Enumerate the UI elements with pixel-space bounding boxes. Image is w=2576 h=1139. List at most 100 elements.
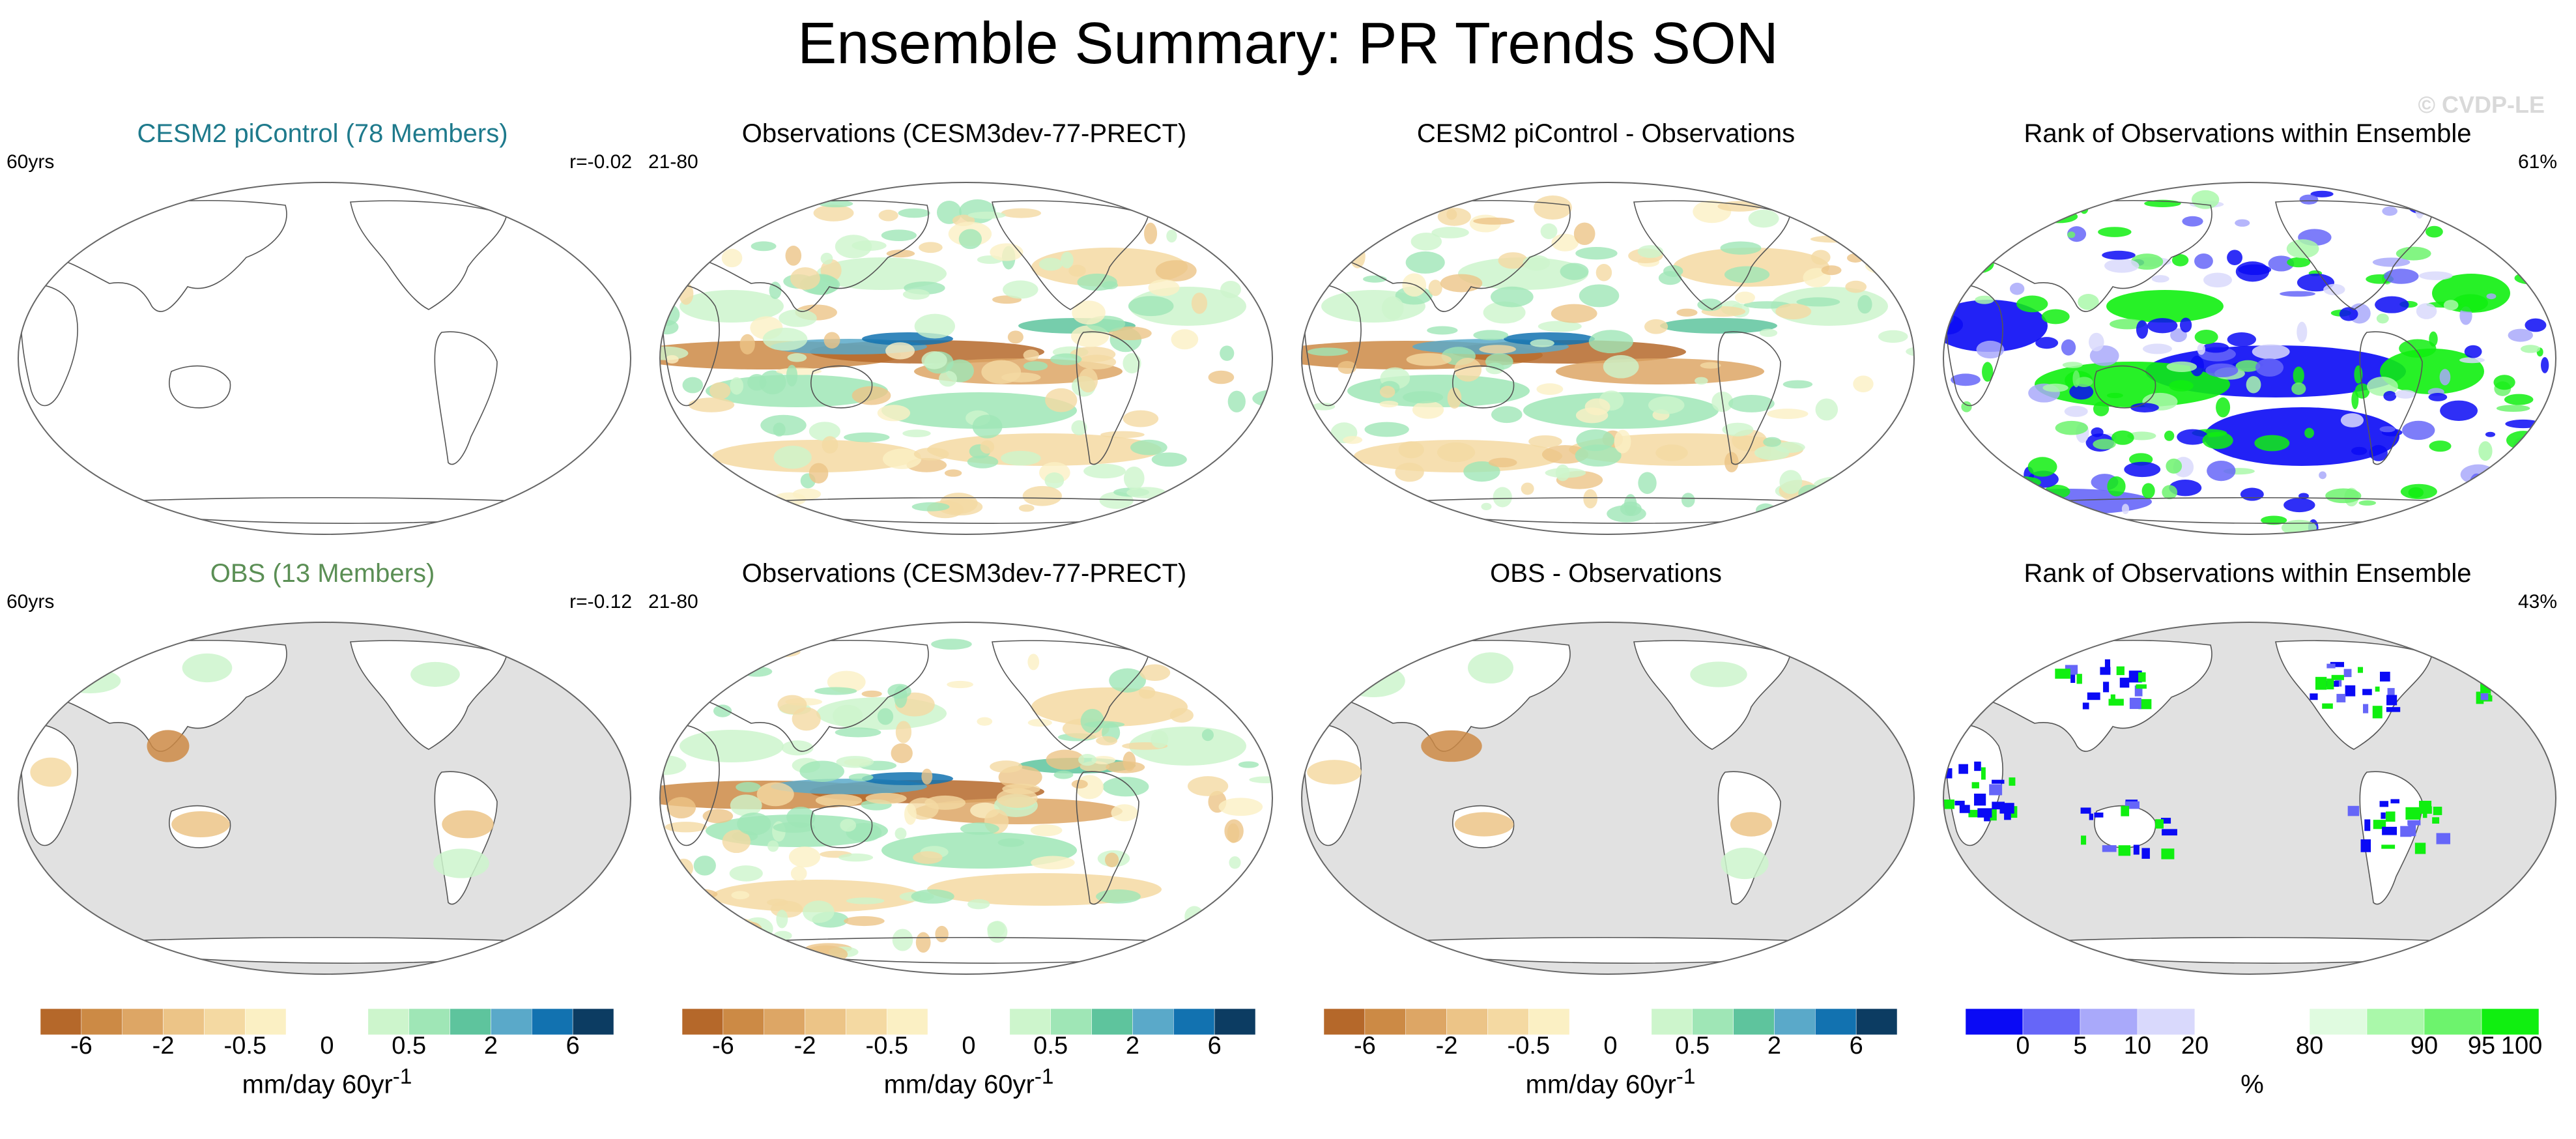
precip-trend-region: [1023, 349, 1039, 361]
colorbar-swatch: [2194, 1009, 2253, 1035]
rank-region: [2141, 483, 2155, 499]
precip-trend-region: [835, 727, 881, 738]
africa-continent: [1945, 284, 2003, 407]
south-america-continent: [1717, 331, 1781, 465]
precip-trend-region: [1027, 719, 1052, 727]
precip-trend-region: [1437, 442, 1476, 463]
rank-land-cell: [2390, 799, 2399, 803]
rank-land-cell: [2161, 848, 2175, 859]
precip-trend-region: [1220, 345, 1235, 361]
rank-region: [1971, 234, 1990, 250]
precip-trend-region: [721, 248, 743, 268]
rank-region: [2382, 206, 2397, 216]
australia-continent: [810, 805, 873, 848]
globe-border: [1943, 182, 2556, 535]
rank-region: [2227, 332, 2257, 347]
rank-land-cell: [2488, 668, 2495, 681]
map-svg: [1301, 182, 1915, 535]
europe-continent: [563, 218, 629, 253]
precip-trend-region: [773, 422, 786, 437]
rank-land-cell: [2538, 656, 2553, 665]
rank-land-cell: [2100, 667, 2111, 675]
colorbar-swatch: [1855, 1009, 1897, 1035]
rank-land-cell: [2360, 839, 2371, 852]
precip-trend-region: [844, 432, 890, 442]
precip-trend-region: [1151, 730, 1169, 749]
land-trend-region: [30, 757, 72, 787]
precip-trend-region: [1072, 300, 1106, 325]
rank-region: [2325, 488, 2362, 504]
rank-land-cell: [2405, 807, 2421, 820]
colorbar-tick-label: -0.5: [223, 1032, 267, 1060]
precip-trend-region: [1493, 487, 1512, 508]
precip-trend-region: [852, 240, 887, 251]
rank-land-cell: [2081, 835, 2087, 845]
antarctica-continent: [1988, 936, 2511, 964]
rank-land-cell: [2480, 693, 2489, 700]
precip-trend-region: [1123, 353, 1141, 374]
greenland-continent: [1803, 641, 1837, 668]
colorbar-tick-label: 10: [2123, 1032, 2152, 1060]
rank-region: [2035, 198, 2068, 219]
precip-trend-region: [1880, 447, 1914, 455]
precip-trend-region: [844, 916, 885, 927]
rank-land-cell: [2336, 693, 2346, 702]
precip-trend-region: [1767, 409, 1809, 419]
colorbar-swatch: [2309, 1009, 2368, 1035]
precip-trend-region: [1108, 326, 1152, 341]
rank-land-cell: [2407, 820, 2421, 826]
rank-region: [2013, 513, 2029, 531]
rank-region: [2395, 390, 2416, 399]
units-base: mm/day 60yr: [883, 1070, 1035, 1099]
rank-region: [1951, 373, 1981, 386]
precip-trend-region: [967, 455, 999, 469]
precip-trend-region: [1053, 770, 1074, 779]
precip-trend-region: [865, 792, 907, 804]
precip-trend-region: [892, 929, 913, 951]
rank-region: [1943, 224, 1966, 235]
precip-trend-region: [1447, 387, 1462, 409]
precip-trend-region: [1363, 275, 1387, 283]
precip-trend-region: [730, 377, 744, 395]
precip-trend-region: [660, 688, 674, 704]
colorbar-swatch: [204, 1009, 246, 1035]
rank-region: [2426, 225, 2443, 238]
rank-land-cell: [2102, 845, 2117, 852]
precip-trend-region: [1308, 347, 1349, 356]
south-america-continent: [2359, 331, 2423, 465]
precip-trend-region: [1220, 280, 1241, 298]
rank-region: [2016, 295, 2048, 313]
rank-land-cell: [2545, 685, 2551, 693]
map-field: [1943, 622, 2556, 974]
north-america-continent: [992, 640, 1149, 750]
north-america-continent: [992, 200, 1149, 310]
rank-region: [2493, 375, 2515, 390]
precip-trend-region: [706, 634, 736, 652]
rank-land-cell: [2478, 674, 2493, 680]
rank-region: [2106, 290, 2224, 323]
rank-region: [2399, 339, 2437, 358]
precip-trend-region: [1412, 401, 1444, 419]
rank-region: [2439, 369, 2451, 386]
precip-trend-region: [1481, 502, 1492, 510]
precip-trend-region: [1321, 485, 1360, 504]
precip-trend-region: [756, 932, 772, 950]
precip-trend-region: [751, 241, 777, 252]
precip-trend-region: [1681, 493, 1695, 508]
south-america-continent: [2359, 771, 2423, 905]
precip-trend-region: [1166, 229, 1177, 243]
rank-region: [2351, 390, 2359, 410]
rank-region: [2396, 246, 2431, 261]
precip-trend-region: [1787, 504, 1832, 523]
rank-land-cell: [2116, 666, 2125, 676]
colorbar-swatch: [1610, 1009, 1652, 1035]
rank-percent-label: 43%: [2517, 591, 2557, 613]
rank-land-cell: [2347, 689, 2354, 695]
rank-region: [2506, 431, 2541, 450]
europe-continent: [1846, 218, 1912, 253]
colorbar-ticks: -6 -2 -0.5 0 0.5 2 6: [40, 1032, 614, 1065]
rank-land-cell: [2162, 829, 2177, 836]
rank-region: [2443, 300, 2459, 311]
precip-trend-region: [719, 918, 759, 942]
rank-region: [2339, 307, 2358, 321]
